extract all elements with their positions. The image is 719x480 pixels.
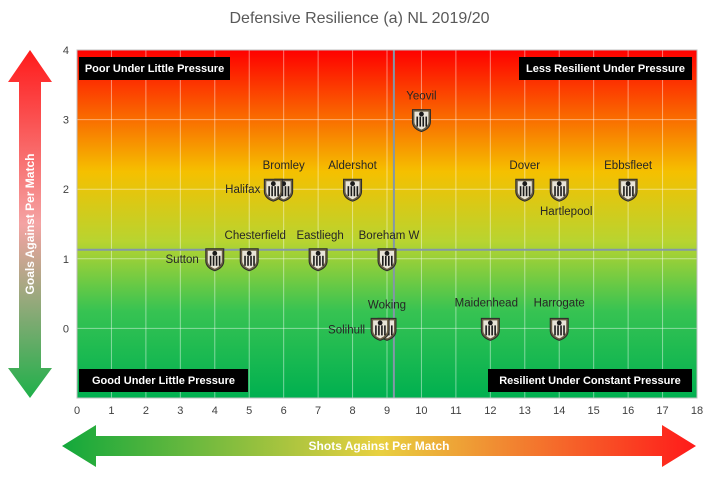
point-label: Bromley [263, 160, 305, 172]
x-tick-label: 5 [246, 405, 252, 417]
data-point [480, 317, 500, 341]
x-tick-label: 17 [656, 405, 668, 417]
x-tick-label: 13 [519, 405, 531, 417]
x-tick-label: 6 [281, 405, 287, 417]
x-tick-label: 12 [484, 405, 496, 417]
point-label: Maidenhead [455, 297, 518, 309]
point-label: Hartlepool [540, 206, 592, 218]
data-point [308, 248, 328, 272]
x-tick-label: 16 [622, 405, 634, 417]
quadrant-label-top-right: Less Resilient Under Pressure [519, 57, 692, 80]
svg-text:Poor Under Little Pressure: Poor Under Little Pressure [85, 63, 224, 75]
x-tick-label: 18 [691, 405, 703, 417]
x-tick-label: 7 [315, 405, 321, 417]
y-tick-label: 4 [63, 45, 69, 57]
data-point [549, 178, 569, 202]
x-tick-label: 15 [588, 405, 600, 417]
data-point [411, 109, 431, 133]
x-tick-label: 1 [108, 405, 114, 417]
point-label: Ebbsfleet [604, 160, 653, 172]
point-label: Boreham W [359, 230, 420, 242]
point-label: Sutton [166, 254, 199, 266]
data-point [205, 248, 225, 272]
quadrant-label-bottom-right: Resilient Under Constant Pressure [488, 369, 692, 392]
data-point [377, 248, 397, 272]
data-point [343, 178, 363, 202]
data-point [239, 248, 259, 272]
data-point [515, 178, 535, 202]
svg-text:Good Under Little Pressure: Good Under Little Pressure [92, 375, 235, 387]
point-label: Aldershot [328, 160, 377, 172]
data-point [370, 317, 390, 341]
y-tick-label: 1 [63, 254, 69, 266]
x-axis-ticks: 0 1 2 3 4 5 6 7 8 9 10 11 12 13 14 15 16 17 18 [74, 405, 703, 417]
point-label: Yeovil [406, 91, 436, 103]
x-axis-title: Shots Against Per Match [309, 439, 450, 453]
x-axis-arrow: Shots Against Per Match [62, 425, 696, 467]
y-axis-title: Goals Against Per Match [23, 154, 37, 295]
quadrant-label-top-left: Poor Under Little Pressure [79, 57, 230, 80]
data-point [618, 178, 638, 202]
x-tick-label: 0 [74, 405, 80, 417]
y-tick-label: 2 [63, 184, 69, 196]
x-tick-label: 9 [384, 405, 390, 417]
plot-border [76, 49, 698, 399]
point-label: Halifax [225, 184, 260, 196]
quadrant-label-bottom-left: Good Under Little Pressure [79, 369, 248, 392]
x-tick-label: 10 [415, 405, 427, 417]
x-tick-label: 14 [553, 405, 565, 417]
x-tick-label: 8 [349, 405, 355, 417]
y-axis-arrow: Goals Against Per Match [8, 50, 52, 398]
point-label: Woking [368, 299, 406, 311]
svg-text:Resilient Under Constant Press: Resilient Under Constant Pressure [499, 375, 681, 387]
svg-text:Less Resilient Under Pressure: Less Resilient Under Pressure [526, 63, 685, 75]
y-axis-ticks: 0 1 2 3 4 [63, 45, 69, 335]
x-tick-label: 11 [450, 405, 461, 417]
point-label: Harrogate [534, 297, 585, 309]
data-point [549, 317, 569, 341]
data-point [263, 178, 283, 202]
x-tick-label: 3 [177, 405, 183, 417]
chart-title: Defensive Resilience (a) NL 2019/20 [229, 10, 490, 27]
x-tick-label: 4 [212, 405, 218, 417]
point-label: Dover [509, 160, 540, 172]
x-tick-label: 2 [143, 405, 149, 417]
point-label: Chesterfield [225, 230, 286, 242]
point-label: Solihull [328, 324, 365, 336]
point-label: Eastliegh [296, 230, 343, 242]
y-tick-label: 0 [63, 323, 69, 335]
y-tick-label: 3 [63, 115, 69, 127]
